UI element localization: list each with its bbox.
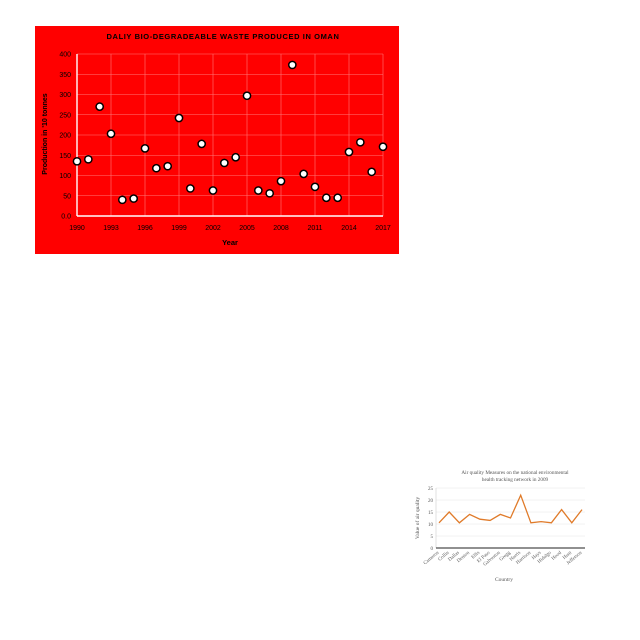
y-tick-label: 100 [59, 173, 71, 180]
data-point [140, 144, 150, 153]
data-point [197, 139, 207, 149]
data-point [106, 129, 116, 139]
waste-scatter-chart: DALIY BIO-DEGRADEABLE WASTE PRODUCED IN … [35, 26, 399, 254]
x-tick-label: Hood [551, 550, 563, 561]
data-point [287, 60, 297, 70]
data-point [367, 167, 377, 177]
data-point [72, 156, 82, 166]
x-axis-label: Year [222, 238, 238, 247]
air-quality-line-chart: Air quality Measures on the national env… [414, 470, 585, 583]
y-tick-label: 150 [59, 153, 71, 160]
y-tick-label: 25 [428, 487, 434, 492]
data-point [310, 182, 320, 192]
data-point [185, 184, 195, 193]
data-point [276, 176, 286, 186]
y-tick-label: 20 [428, 499, 434, 504]
data-point [208, 186, 218, 195]
x-tick-label: 2017 [375, 225, 391, 232]
x-tick-label: Hays [531, 551, 542, 561]
x-tick-label: 2002 [205, 225, 221, 232]
data-point [117, 195, 127, 205]
y-tick-label: 300 [59, 92, 71, 99]
x-tick-label: Harris [509, 551, 522, 563]
data-point [378, 142, 388, 152]
y-tick-label: 200 [59, 133, 71, 140]
x-tick-label: 2005 [239, 225, 255, 232]
data-point [321, 193, 331, 203]
data-point [242, 91, 252, 101]
y-tick-label: 400 [59, 52, 71, 59]
data-point [333, 193, 343, 203]
x-tick-label: Hunt [562, 550, 573, 561]
data-point [151, 163, 161, 173]
chart-background [35, 26, 399, 254]
y-tick-label: 5 [431, 535, 434, 540]
y-axis-label: Production in '10 tonnes [42, 93, 49, 174]
y-tick-label: 250 [59, 112, 71, 119]
y-axis-label: Value of air quality [414, 497, 421, 540]
data-point [95, 102, 105, 112]
data-point [83, 154, 93, 164]
y-tick-label: 0.0 [61, 214, 71, 221]
x-tick-label: 2014 [341, 225, 357, 232]
y-tick-label: 0 [431, 547, 434, 552]
x-tick-label: 2008 [273, 225, 289, 232]
data-point [265, 188, 275, 198]
data-point [355, 137, 365, 147]
y-tick-label: 10 [428, 523, 434, 528]
data-point [253, 186, 263, 195]
x-tick-label: 1990 [69, 225, 85, 232]
data-point [219, 158, 229, 168]
y-tick-label: 350 [59, 72, 71, 79]
x-tick-label: 1993 [103, 225, 119, 232]
x-tick-label: 1999 [171, 225, 187, 232]
chart-title-line-1: Air quality Measures on the national env… [461, 470, 569, 476]
data-point [344, 147, 354, 157]
x-axis-label: Country [495, 577, 513, 583]
x-tick-label: Ellis [471, 551, 481, 561]
chart-title: DALIY BIO-DEGRADEABLE WASTE PRODUCED IN … [107, 32, 340, 41]
y-tick-label: 15 [428, 511, 434, 516]
chart-title-line-2: health tracking network in 2009 [482, 477, 549, 483]
data-point [174, 113, 184, 123]
y-tick-label: 50 [63, 193, 71, 200]
data-point [299, 169, 309, 179]
data-point [231, 152, 241, 162]
series-line [438, 493, 583, 524]
data-point [129, 194, 139, 203]
x-tick-label: 2011 [307, 225, 322, 232]
data-point [163, 161, 173, 171]
x-tick-label: 1996 [137, 225, 153, 232]
